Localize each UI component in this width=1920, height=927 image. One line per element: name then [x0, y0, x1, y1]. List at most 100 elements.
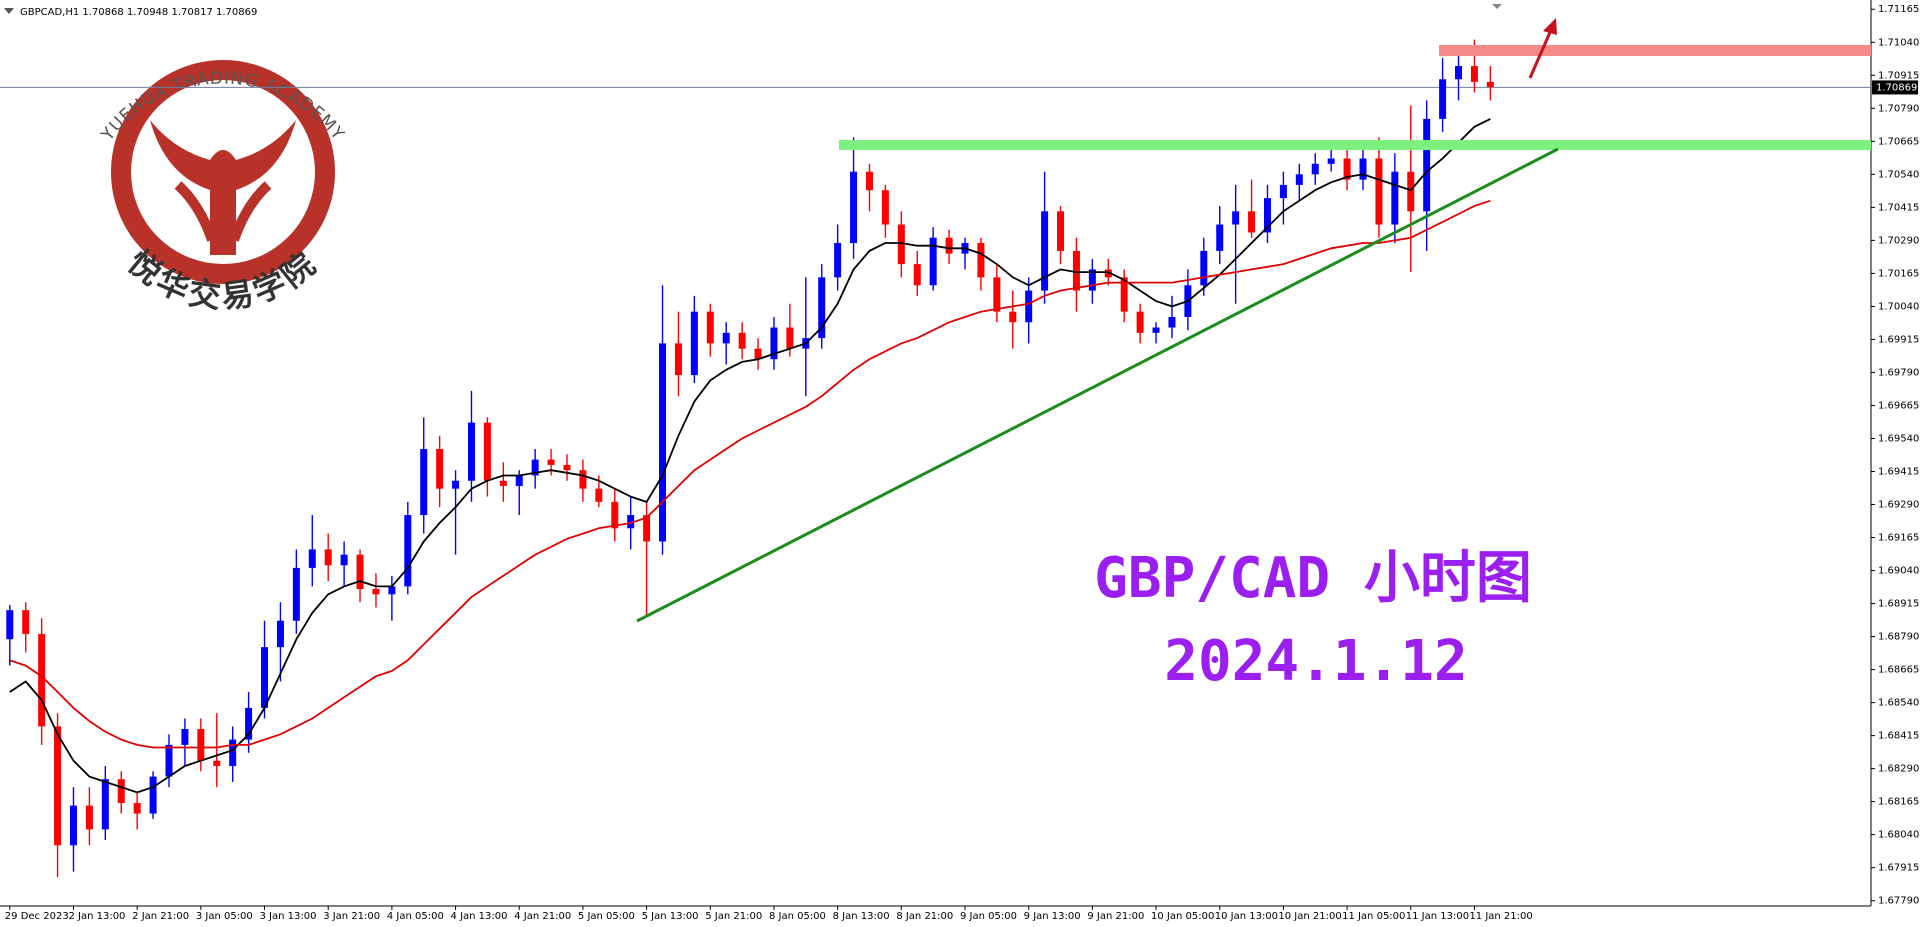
x-tick-label: 5 Jan 21:00	[705, 911, 762, 922]
candle-body	[643, 515, 651, 542]
candle-body	[229, 739, 237, 767]
candle-body	[6, 610, 14, 640]
candle-body	[1168, 316, 1176, 328]
candle-body	[1232, 211, 1240, 225]
header-icon	[4, 8, 14, 14]
candle-body	[850, 171, 858, 244]
y-tick-label: 1.70665	[1878, 136, 1919, 147]
candle-body	[1104, 269, 1112, 278]
y-tick-label: 1.70290	[1878, 235, 1919, 246]
ma-line	[9, 118, 1491, 794]
x-tick-label: 3 Jan 13:00	[260, 911, 317, 922]
candle-body	[1248, 211, 1256, 233]
x-tick-label: 9 Jan 05:00	[960, 911, 1017, 922]
candle-body	[1343, 158, 1351, 180]
candle-body	[1470, 66, 1478, 82]
candle-body	[690, 311, 698, 376]
candle-body	[261, 647, 269, 708]
candle-body	[101, 779, 109, 830]
chart-header: GBPCAD,H1 1.70868 1.70948 1.70817 1.7086…	[20, 7, 257, 18]
x-tick-label: 8 Jan 13:00	[833, 911, 890, 922]
candle-body	[945, 237, 953, 254]
support-zone	[839, 140, 1871, 150]
candle-body	[1136, 311, 1144, 333]
y-tick-label: 1.68665	[1878, 665, 1919, 676]
candle-body	[881, 190, 889, 225]
y-tick-label: 1.68165	[1878, 797, 1919, 808]
candle-body	[738, 332, 746, 349]
y-tick-label: 1.69790	[1878, 367, 1919, 378]
x-tick-label: 4 Jan 05:00	[387, 911, 444, 922]
candle-body	[929, 237, 937, 286]
y-tick-label: 1.69165	[1878, 533, 1919, 544]
price-label-box	[1872, 80, 1918, 95]
y-tick-label: 1.67915	[1878, 863, 1919, 874]
candle-body	[483, 422, 491, 481]
candle-body	[1009, 311, 1017, 323]
trend-line	[636, 147, 1559, 623]
candle-body	[372, 589, 380, 595]
candle-body	[499, 480, 507, 487]
candle-body	[1072, 250, 1080, 291]
candle-body	[133, 802, 141, 814]
candle-body	[245, 707, 253, 740]
candle-body	[117, 779, 125, 803]
resistance-zone	[1439, 45, 1871, 56]
candle-body	[1025, 290, 1033, 323]
arrow	[1528, 29, 1553, 79]
candle-body	[69, 805, 77, 846]
x-tick-label: 8 Jan 21:00	[896, 911, 953, 922]
plot	[0, 39, 1871, 877]
candle-body	[356, 554, 364, 590]
x-tick-label: 3 Jan 21:00	[323, 911, 380, 922]
candle-body	[515, 475, 523, 487]
candle-body	[1263, 198, 1271, 233]
logo-symbol	[174, 181, 272, 242]
candle-body	[1200, 250, 1208, 286]
y-tick-label: 1.68290	[1878, 764, 1919, 775]
x-tick-label: 2 Jan 21:00	[132, 911, 189, 922]
candle-body	[388, 586, 396, 595]
candle-body	[865, 171, 873, 191]
x-tick-label: 5 Jan 05:00	[578, 911, 635, 922]
x-tick-label: 11 Jan 13:00	[1406, 911, 1469, 922]
y-tick-label: 1.69415	[1878, 466, 1919, 477]
x-tick-label: 3 Jan 05:00	[196, 911, 253, 922]
candle-body	[1041, 211, 1049, 291]
y-tick-label: 1.68415	[1878, 731, 1919, 742]
y-tick-label: 1.69665	[1878, 400, 1919, 411]
x-tick-label: 29 Dec 2023	[5, 911, 69, 922]
x-tick-label: 9 Jan 21:00	[1087, 911, 1144, 922]
candle-body	[913, 264, 921, 286]
candle-body	[1216, 224, 1224, 251]
price-label: 1.70869	[1876, 82, 1917, 93]
chart-title: GBP/CAD 小时图	[1094, 546, 1532, 611]
logo-symbol	[150, 120, 296, 255]
y-tick-label: 1.69540	[1878, 433, 1919, 444]
candle-body	[1057, 211, 1065, 251]
candle-body	[292, 567, 300, 621]
candle-body	[85, 805, 93, 830]
candle-body	[1455, 66, 1463, 80]
candle-body	[595, 488, 603, 502]
x-tick-label: 10 Jan 05:00	[1151, 911, 1214, 922]
candle-body	[1327, 158, 1335, 164]
x-tick-label: 4 Jan 21:00	[514, 911, 571, 922]
candle-body	[786, 327, 794, 349]
y-tick-label: 1.70790	[1878, 103, 1919, 114]
candle-body	[54, 726, 62, 846]
candle-body	[1311, 163, 1319, 175]
candle-body	[1295, 174, 1303, 185]
x-tick-label: 9 Jan 13:00	[1024, 911, 1081, 922]
chart-subtitle: 2024.1.12	[1164, 629, 1467, 694]
x-tick-label: 10 Jan 21:00	[1278, 911, 1341, 922]
candle-body	[659, 343, 667, 542]
candle-body	[722, 332, 730, 344]
y-tick-label: 1.70165	[1878, 268, 1919, 279]
y-tick-label: 1.67790	[1878, 896, 1919, 907]
candle-body	[1359, 158, 1367, 180]
x-tick-label: 5 Jan 13:00	[642, 911, 699, 922]
arrow-head	[1543, 18, 1557, 35]
